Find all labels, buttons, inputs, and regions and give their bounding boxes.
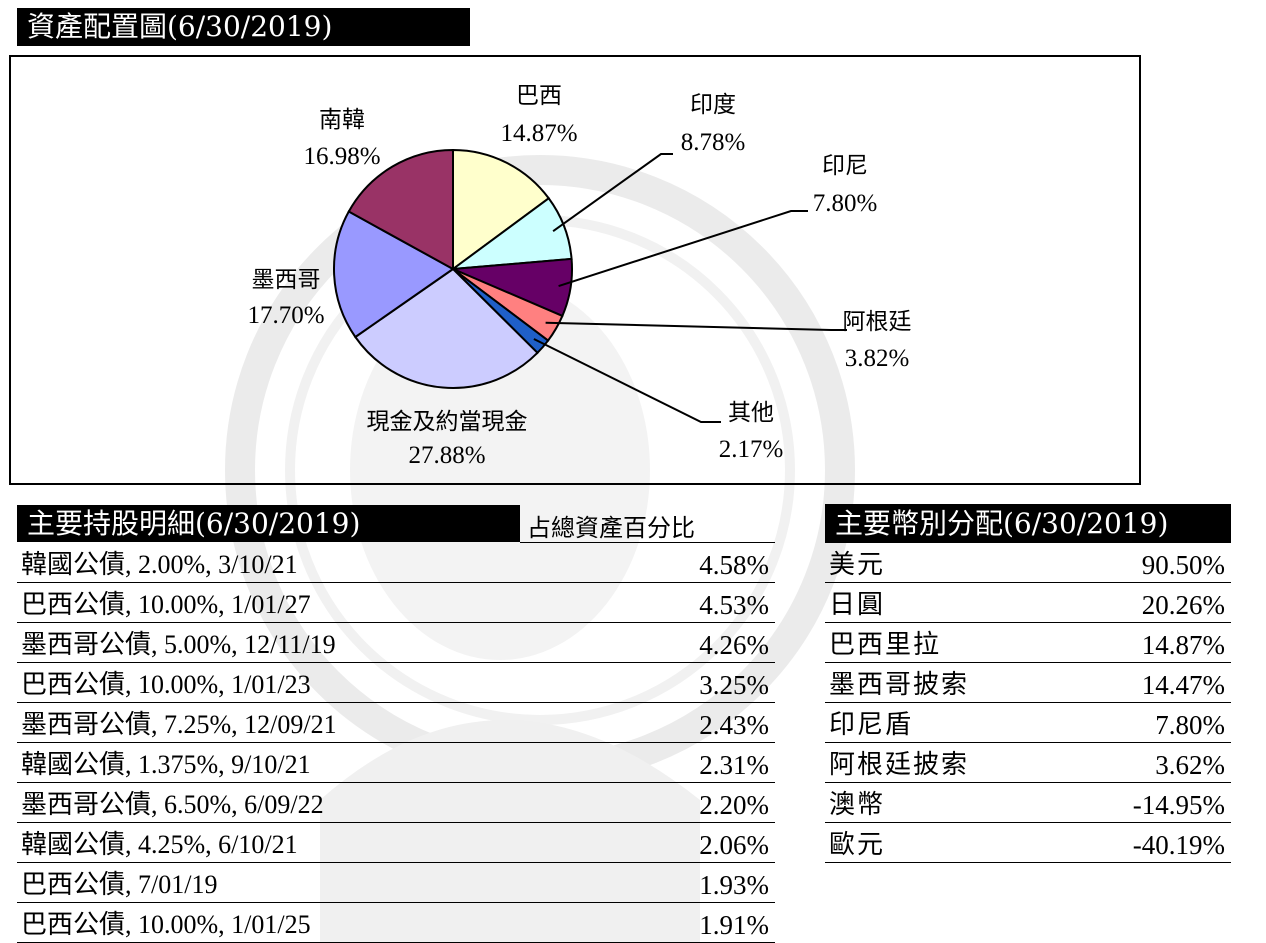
currency-name: 巴西里拉 <box>829 630 942 660</box>
holdings-name: 巴西公債, 10.00%, 1/01/25 <box>21 910 311 939</box>
pie-slice-percent: 16.98% <box>303 143 380 170</box>
pie-slice-label: 印尼 <box>822 153 868 179</box>
currency-row: 墨西哥披索 14.47% <box>825 663 1231 703</box>
pie-slice-label: 其他 <box>728 400 774 426</box>
holdings-value: 1.93% <box>699 870 769 900</box>
pie-section-title: 資產配置圖(6/30/2019) <box>17 8 470 46</box>
currency-value: 20.26% <box>1141 590 1225 620</box>
currency-name: 墨西哥披索 <box>829 670 970 700</box>
pie-leader-line <box>552 153 673 233</box>
holdings-name: 巴西公債, 7/01/19 <box>21 870 218 899</box>
pie-slice-percent: 17.70% <box>247 302 324 329</box>
currency-table: 美元 90.50% 日圓 20.26% 巴西里拉 14.87% 墨西哥披索 14.47% 印尼盾… <box>825 543 1231 863</box>
holdings-row: 巴西公債, 10.00%, 1/01/23 3.25% <box>17 663 775 703</box>
holdings-name: 韓國公債, 2.00%, 3/10/21 <box>21 550 298 579</box>
holdings-row: 巴西公債, 7/01/19 1.93% <box>17 863 775 903</box>
holdings-title: 主要持股明細(6/30/2019) <box>17 505 520 542</box>
pie-slice-percent: 2.17% <box>719 436 784 463</box>
holdings-row: 巴西公債, 10.00%, 1/01/25 1.91% <box>17 903 775 943</box>
holdings-row: 墨西哥公債, 5.00%, 12/11/19 4.26% <box>17 623 775 663</box>
currency-row: 美元 90.50% <box>825 543 1231 583</box>
currency-row: 巴西里拉 14.87% <box>825 623 1231 663</box>
currency-value: -14.95% <box>1132 790 1225 820</box>
holdings-value: 2.20% <box>699 790 769 820</box>
currency-row: 阿根廷披索 3.62% <box>825 743 1231 783</box>
currency-row: 歐元 -40.19% <box>825 823 1231 863</box>
currency-row: 印尼盾 7.80% <box>825 703 1231 743</box>
currency-name: 歐元 <box>829 830 886 860</box>
holdings-value: 1.91% <box>699 910 769 940</box>
holdings-row: 韓國公債, 2.00%, 3/10/21 4.58% <box>17 543 775 583</box>
currency-title: 主要幣別分配(6/30/2019) <box>825 504 1231 543</box>
holdings-row: 巴西公債, 10.00%, 1/01/27 4.53% <box>17 583 775 623</box>
holdings-name: 韓國公債, 1.375%, 9/10/21 <box>21 750 311 779</box>
pie-slice-percent: 14.87% <box>500 120 577 147</box>
holdings-name: 巴西公債, 10.00%, 1/01/23 <box>21 670 311 699</box>
pie-chart: 巴西 14.87% 印度 8.78% 印尼 7.80% 阿根廷 3.82% 其他 2.17% 現金及… <box>247 83 912 469</box>
holdings-value: 2.43% <box>699 710 769 740</box>
holdings-name: 墨西哥公債, 7.25%, 12/09/21 <box>21 710 337 739</box>
holdings-value: 4.53% <box>699 590 769 620</box>
pie-slice-label: 印度 <box>690 92 736 118</box>
currency-value: 90.50% <box>1141 550 1225 580</box>
holdings-name: 墨西哥公債, 6.50%, 6/09/22 <box>21 790 324 819</box>
holdings-value: 2.06% <box>699 830 769 860</box>
holdings-value: 3.25% <box>699 670 769 700</box>
pie-slice-percent: 8.78% <box>681 129 746 156</box>
holdings-name: 巴西公債, 10.00%, 1/01/27 <box>21 590 311 619</box>
holdings-row: 韓國公債, 1.375%, 9/10/21 2.31% <box>17 743 775 783</box>
holdings-row: 墨西哥公債, 6.50%, 6/09/22 2.20% <box>17 783 775 823</box>
holdings-column-header: 占總資產百分比 <box>527 514 695 542</box>
currency-value: 3.62% <box>1155 750 1225 780</box>
pie-chart-frame: 巴西 14.87% 印度 8.78% 印尼 7.80% 阿根廷 3.82% 其他 2.17% 現金及… <box>9 55 1141 485</box>
pie-leader-line <box>545 321 847 331</box>
currency-row: 日圓 20.26% <box>825 583 1231 623</box>
pie-leader-line <box>533 338 721 423</box>
pie-slice-label: 現金及約當現金 <box>367 409 528 435</box>
currency-row: 澳幣 -14.95% <box>825 783 1231 823</box>
holdings-value: 4.26% <box>699 630 769 660</box>
currency-value: 14.87% <box>1141 630 1225 660</box>
holdings-value: 4.58% <box>699 550 769 580</box>
holdings-name: 墨西哥公債, 5.00%, 12/11/19 <box>21 630 336 659</box>
currency-value: 7.80% <box>1155 710 1225 740</box>
holdings-row: 墨西哥公債, 7.25%, 12/09/21 2.43% <box>17 703 775 743</box>
pie-slice-percent: 27.88% <box>408 442 485 469</box>
currency-name: 日圓 <box>829 590 886 620</box>
currency-value: 14.47% <box>1141 670 1225 700</box>
pie-slice-label: 巴西 <box>516 83 562 109</box>
holdings-value: 2.31% <box>699 750 769 780</box>
currency-name: 美元 <box>829 550 886 580</box>
pie-slice-label: 阿根廷 <box>843 309 912 335</box>
pie-slice-label: 墨西哥 <box>252 267 321 293</box>
pie-slice-percent: 7.80% <box>813 190 878 217</box>
pie-slice-label: 南韓 <box>319 107 365 133</box>
pie-slice-percent: 3.82% <box>845 345 910 372</box>
pie-leader-line <box>558 210 808 288</box>
currency-name: 澳幣 <box>829 790 886 820</box>
holdings-row: 韓國公債, 4.25%, 6/10/21 2.06% <box>17 823 775 863</box>
currency-value: -40.19% <box>1132 830 1225 860</box>
currency-name: 阿根廷披索 <box>829 750 970 780</box>
currency-name: 印尼盾 <box>829 710 914 740</box>
holdings-table: 韓國公債, 2.00%, 3/10/21 4.58% 巴西公債, 10.00%, 1… <box>17 543 775 943</box>
holdings-name: 韓國公債, 4.25%, 6/10/21 <box>21 830 298 859</box>
